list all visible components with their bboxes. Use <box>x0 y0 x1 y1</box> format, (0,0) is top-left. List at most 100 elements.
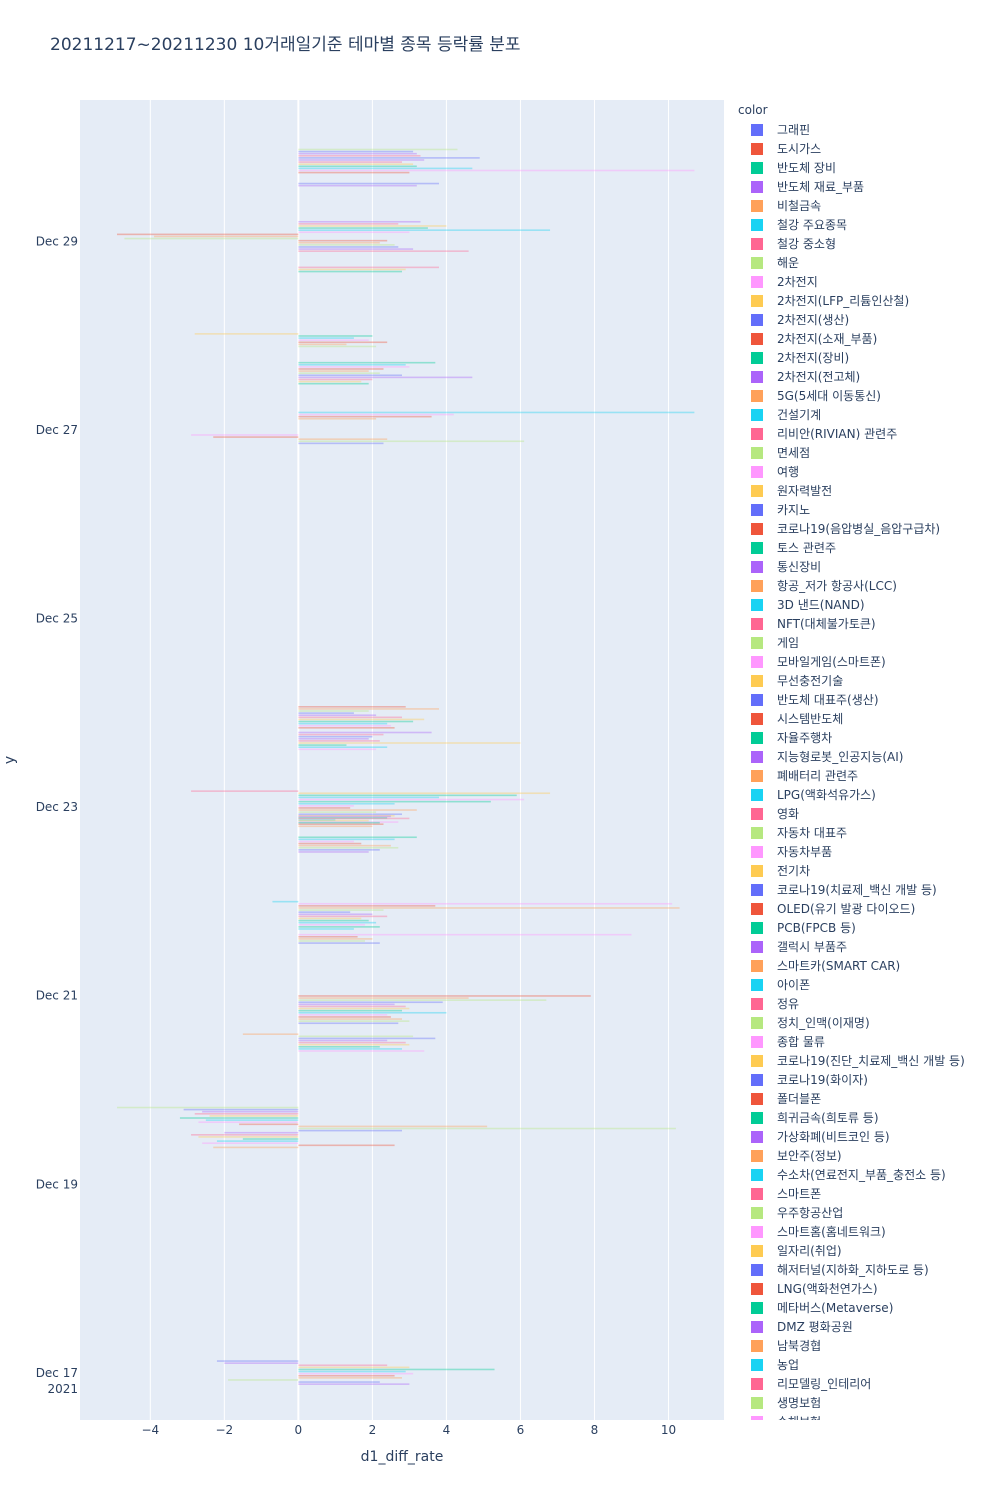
legend-item[interactable]: 2차전지(소재_부품) <box>735 329 997 348</box>
legend-item[interactable]: 코로나19(화이자) <box>735 1070 997 1089</box>
bar <box>298 919 369 922</box>
x-tick-label: 6 <box>517 1423 525 1437</box>
legend-item[interactable]: 보안주(정보) <box>735 1146 997 1165</box>
legend-item[interactable]: 우주항공산업 <box>735 1203 997 1222</box>
bar <box>298 1001 443 1004</box>
legend-label: 농업 <box>777 1358 800 1372</box>
legend-item[interactable]: 스마트홈(홈네트워크) <box>735 1222 997 1241</box>
legend-item[interactable]: 반도체 장비 <box>735 158 997 177</box>
legend-item[interactable]: 자동차부품 <box>735 842 997 861</box>
legend-item[interactable]: 코로나19(음압병실_음압구급차) <box>735 519 997 538</box>
legend-item[interactable]: LNG(액화천연가스) <box>735 1279 997 1298</box>
legend-item[interactable]: 폐배터리 관련주 <box>735 766 997 785</box>
legend-item[interactable]: PCB(FPCB 등) <box>735 918 997 937</box>
bar <box>298 794 517 797</box>
bar <box>228 1379 299 1381</box>
legend-item[interactable]: 게임 <box>735 633 997 652</box>
legend-item[interactable]: 여행 <box>735 462 997 481</box>
legend-swatch <box>751 655 763 668</box>
legend[interactable]: color 그래핀 도시가스 반도체 장비 반도체 재료_부품 비철금속 철강 주요종목 철… <box>735 100 997 1420</box>
legend-item[interactable]: 3D 낸드(NAND) <box>735 595 997 614</box>
bar <box>298 902 673 905</box>
legend-label: 코로나19(화이자) <box>777 1073 868 1087</box>
legend-item[interactable]: 그래핀 <box>735 120 997 139</box>
legend-item[interactable]: 2차전지(장비) <box>735 348 997 367</box>
legend-item[interactable]: 철강 중소형 <box>735 234 997 253</box>
legend-item[interactable]: 카지노 <box>735 500 997 519</box>
legend-item[interactable]: 반도체 대표주(생산) <box>735 690 997 709</box>
legend-item[interactable]: 시스템반도체 <box>735 709 997 728</box>
y-tick-label: Dec 23 <box>36 800 78 814</box>
legend-item[interactable]: 2차전지(LFP_리튬인산철) <box>735 291 997 310</box>
legend-item[interactable]: 자동차 대표주 <box>735 823 997 842</box>
legend-item[interactable]: 손해보험 <box>735 1412 997 1420</box>
bar <box>298 846 399 849</box>
legend-item[interactable]: 폴더블폰 <box>735 1089 997 1108</box>
legend-item[interactable]: 희귀금속(희토류 등) <box>735 1108 997 1127</box>
legend-label: 일자리(취업) <box>777 1244 842 1258</box>
legend-swatch <box>751 1320 763 1333</box>
legend-item[interactable]: 비철금속 <box>735 196 997 215</box>
legend-item[interactable]: 원자력발전 <box>735 481 997 500</box>
legend-label: 갤럭시 부품주 <box>777 940 848 954</box>
legend-item[interactable]: 도시가스 <box>735 139 997 158</box>
legend-item[interactable]: 코로나19(치료제_백신 개발 등) <box>735 880 997 899</box>
legend-item[interactable]: 영화 <box>735 804 997 823</box>
legend-item[interactable]: 리모델링_인테리어 <box>735 1374 997 1393</box>
legend-item[interactable]: 생명보험 <box>735 1393 997 1412</box>
legend-item[interactable]: 반도체 재료_부품 <box>735 177 997 196</box>
legend-label: 리모델링_인테리어 <box>777 1377 872 1391</box>
legend-item[interactable]: 스마트카(SMART CAR) <box>735 956 997 975</box>
legend-label: 2차전지(소재_부품) <box>777 332 878 346</box>
legend-item[interactable]: 일자리(취업) <box>735 1241 997 1260</box>
bar <box>298 335 373 337</box>
legend-item[interactable]: 리비안(RIVIAN) 관련주 <box>735 424 997 443</box>
bar <box>298 727 395 729</box>
legend-item[interactable]: 자율주행차 <box>735 728 997 747</box>
legend-item[interactable]: 면세점 <box>735 443 997 462</box>
bar <box>298 1022 399 1025</box>
legend-item[interactable]: 메타버스(Metaverse) <box>735 1298 997 1317</box>
legend-item[interactable]: 철강 주요종목 <box>735 215 997 234</box>
legend-item[interactable]: 무선충전기술 <box>735 671 997 690</box>
legend-item[interactable]: 아이폰 <box>735 975 997 994</box>
legend-item[interactable]: 갤럭시 부품주 <box>735 937 997 956</box>
legend-item[interactable]: 정유 <box>735 994 997 1013</box>
legend-label: 게임 <box>777 636 800 650</box>
legend-item[interactable]: 항공_저가 항공사(LCC) <box>735 576 997 595</box>
legend-item[interactable]: 남북경협 <box>735 1336 997 1355</box>
legend-item[interactable]: NFT(대체불가토큰) <box>735 614 997 633</box>
bar <box>298 244 395 246</box>
bar <box>216 1140 299 1142</box>
legend-item[interactable]: 2차전지(생산) <box>735 310 997 329</box>
legend-item[interactable]: 전기차 <box>735 861 997 880</box>
bar <box>298 1048 402 1050</box>
bar <box>298 345 377 348</box>
legend-item[interactable]: 종합 물류 <box>735 1032 997 1051</box>
legend-item[interactable]: LPG(액화석유가스) <box>735 785 997 804</box>
y-tick-label: Dec 19 <box>36 1177 78 1191</box>
legend-item[interactable]: 토스 관련주 <box>735 538 997 557</box>
bar <box>298 802 395 805</box>
legend-item[interactable]: 5G(5세대 이동통신) <box>735 386 997 405</box>
legend-item[interactable]: 2차전지 <box>735 272 997 291</box>
legend-swatch <box>751 332 763 345</box>
legend-item[interactable]: 수소차(연료전지_부품_충전소 등) <box>735 1165 997 1184</box>
legend-item[interactable]: 2차전지(전고체) <box>735 367 997 386</box>
legend-item[interactable]: 해운 <box>735 253 997 272</box>
bar <box>298 220 421 223</box>
bar <box>298 731 432 734</box>
legend-label: 아이폰 <box>777 978 811 992</box>
legend-item[interactable]: 가상화폐(비트코인 등) <box>735 1127 997 1146</box>
legend-item[interactable]: DMZ 평화공원 <box>735 1317 997 1336</box>
legend-item[interactable]: 모바일게임(스마트폰) <box>735 652 997 671</box>
legend-item[interactable]: 통신장비 <box>735 557 997 576</box>
legend-item[interactable]: 농업 <box>735 1355 997 1374</box>
legend-item[interactable]: 해저터널(지하화_지하도로 등) <box>735 1260 997 1279</box>
legend-item[interactable]: 정치_인맥(이재명) <box>735 1013 997 1032</box>
legend-item[interactable]: OLED(유기 발광 다이오드) <box>735 899 997 918</box>
legend-item[interactable]: 건설기계 <box>735 405 997 424</box>
legend-item[interactable]: 스마트폰 <box>735 1184 997 1203</box>
legend-item[interactable]: 코로나19(진단_치료제_백신 개발 등) <box>735 1051 997 1070</box>
legend-item[interactable]: 지능형로봇_인공지능(AI) <box>735 747 997 766</box>
